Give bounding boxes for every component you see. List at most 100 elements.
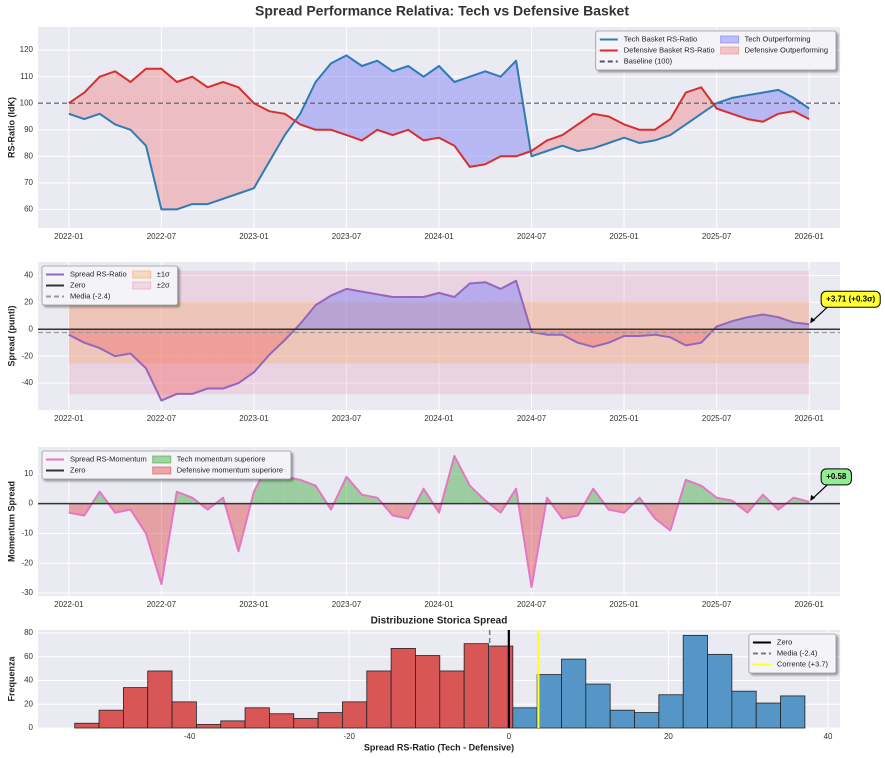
y-tick-label: 10 <box>24 469 33 478</box>
fill-area <box>454 76 470 167</box>
fill-area <box>115 71 131 130</box>
histogram-bar <box>634 712 660 729</box>
annotation-text: +0.58 <box>826 472 847 481</box>
fill-area <box>485 282 501 330</box>
histogram-bar <box>609 709 635 729</box>
legend-label: Spread RS-Ratio <box>70 269 127 278</box>
legend-swatch <box>152 455 172 464</box>
x-tick-label: 2022-01 <box>54 414 84 423</box>
x-tick-label: 2022-01 <box>54 600 84 609</box>
histogram-bar <box>780 695 806 729</box>
fill-area <box>685 329 702 346</box>
fill-area <box>454 283 470 330</box>
fill-area <box>315 295 332 330</box>
fill-area <box>315 63 332 130</box>
x-tick-label: 2022-07 <box>147 232 177 241</box>
y-tick-label: 90 <box>24 125 33 134</box>
fill-area <box>654 119 671 141</box>
histogram-bar <box>390 648 416 729</box>
y-tick-label: -30 <box>21 588 33 597</box>
legend-label: Tech Basket RS-Ratio <box>624 34 697 43</box>
fill-area <box>408 296 424 330</box>
histogram-bar <box>317 712 343 729</box>
histogram-bar <box>512 707 538 729</box>
histogram-bar <box>585 683 611 729</box>
fill-area <box>115 503 131 513</box>
y-tick-label: 0 <box>29 499 34 508</box>
fill-area <box>608 329 625 343</box>
fill-area <box>685 87 702 125</box>
histogram-bar <box>682 634 708 729</box>
fill-area <box>562 124 578 151</box>
histogram-bar <box>731 690 757 729</box>
x-tick-label: 0 <box>507 732 512 741</box>
fill-area <box>176 491 193 504</box>
fill-area <box>284 476 301 504</box>
x-tick-label: 2023-01 <box>239 414 269 423</box>
fill-area <box>284 113 296 136</box>
legend-label: Defensive momentum superiore <box>177 465 283 474</box>
x-tick-label: 2024-01 <box>424 232 454 241</box>
fill-area <box>608 503 625 513</box>
fill-area <box>392 503 409 519</box>
annotation-box <box>820 290 881 308</box>
fill-area <box>639 129 655 144</box>
legend: Zero Media (-2.4) Corrente (+3.7) <box>748 633 837 674</box>
series-line <box>68 67 810 168</box>
fill-area <box>176 76 193 210</box>
figure-title: Spread Performance Relativa: Tech vs Def… <box>255 3 629 19</box>
histogram-bar <box>366 670 392 729</box>
x-tick-label: 2026-01 <box>794 600 824 609</box>
fill-area <box>238 329 254 384</box>
x-tick-label: 2024-01 <box>424 414 454 423</box>
legend: Tech Basket RS-Ratio Defensive Basket RS-… <box>595 30 837 71</box>
legend-label: Media (-2.4) <box>70 291 111 300</box>
x-tick-label: 40 <box>824 732 833 741</box>
histogram-bar <box>98 709 124 729</box>
x-tick-label: -20 <box>343 732 355 741</box>
fill-area <box>361 291 378 330</box>
histogram-bar <box>561 658 587 729</box>
fill-area <box>176 329 193 394</box>
histogram-bar <box>244 707 270 729</box>
legend-swatch <box>720 35 740 44</box>
fill-area <box>238 87 254 194</box>
legend-label: Corrente (+3.7) <box>777 659 829 668</box>
x-tick-label: 2025-01 <box>609 232 639 241</box>
histogram-bar <box>74 722 100 729</box>
histogram-bar <box>463 643 489 729</box>
histogram-bar <box>342 701 368 729</box>
fill-area <box>130 68 146 146</box>
fill-area <box>223 329 239 389</box>
fill-area <box>701 485 717 504</box>
x-tick-label: 2024-07 <box>517 232 547 241</box>
fill-area <box>716 97 733 114</box>
fill-area <box>762 314 779 330</box>
fill-area <box>207 81 224 205</box>
x-tick-label: 2023-07 <box>332 600 362 609</box>
legend-swatch <box>720 46 740 55</box>
y-axis-label: RS-Ratio (IdK) <box>6 97 16 158</box>
histogram-bar <box>439 670 465 729</box>
fill-area <box>747 92 763 122</box>
fill-area <box>377 60 393 136</box>
y-tick-label: 80 <box>24 151 33 160</box>
x-tick-label: 2025-01 <box>609 600 639 609</box>
fill-area <box>68 92 85 120</box>
y-tick-label: -20 <box>21 558 33 567</box>
legend: Spread RS-Momentum Zero Tech momentum supe… <box>41 450 292 480</box>
fill-area <box>269 329 285 355</box>
fill-area <box>300 81 316 130</box>
series-line <box>68 54 810 211</box>
fill-area <box>701 87 715 114</box>
y-axis-label: Momentum Spread <box>6 481 16 562</box>
fill-area <box>500 60 517 157</box>
y-tick-label: 20 <box>24 297 33 306</box>
fill-area <box>361 60 378 141</box>
x-tick-label: 2024-01 <box>424 600 454 609</box>
fill-area <box>439 66 455 146</box>
fill-area <box>732 95 748 120</box>
fill-area <box>223 81 239 199</box>
fill-area <box>392 296 409 330</box>
